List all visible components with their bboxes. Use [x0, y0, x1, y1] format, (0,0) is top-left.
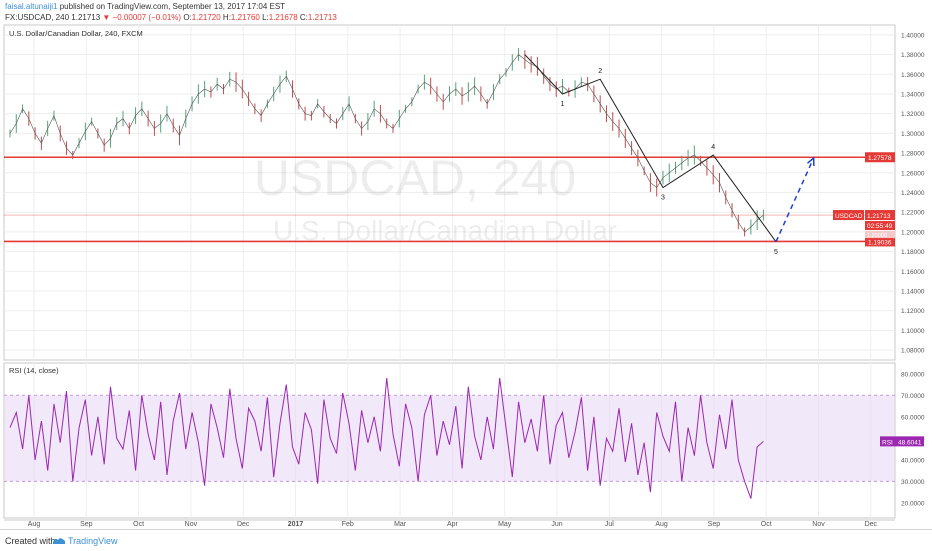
y-tick-label: 1.36000: [901, 72, 925, 79]
wave-label-2: 2: [598, 68, 602, 75]
tradingview-brand[interactable]: TradingView: [68, 536, 118, 546]
created-with-text: Created with: [5, 536, 56, 546]
level-price-label: 1.19036: [868, 239, 892, 246]
x-tick-label: Oct: [133, 521, 144, 528]
header-line-2: FX:USDCAD, 240 1.21713 ▼ −0.00007 (−0.01…: [5, 13, 337, 22]
wave-label-4: 4: [711, 144, 715, 151]
watermark-symbol: USDCAD, 240: [254, 150, 576, 206]
rsi-band: [4, 395, 895, 482]
tradingview-logo-icon: [53, 538, 65, 544]
rsi-y-tick-label: 20.0000: [901, 500, 925, 507]
rsi-y-tick-label: 80.0000: [901, 371, 925, 378]
rsi-tag-value: 48.6041: [898, 439, 922, 446]
y-tick-label: 1.28000: [901, 151, 925, 158]
chart-canvas[interactable]: Aug Sep Oct Nov Dec 2017 Feb Mar Apr May Jun Jul Aug…: [0, 0, 932, 529]
high-value: 1.21760: [230, 13, 260, 22]
x-tick-label: Dec: [865, 521, 878, 528]
level-price-tag: [865, 236, 895, 247]
price-marker-tag: [865, 210, 895, 221]
x-tick-label: Apr: [447, 521, 459, 528]
projection-arrowhead: [807, 156, 815, 167]
x-tick-label: Aug: [655, 521, 668, 528]
y-tick-label: 1.20000: [901, 229, 925, 236]
hidden-level-tag: [865, 231, 895, 239]
rsi-series: [9, 378, 764, 499]
x-tick-label: Jul: [605, 521, 614, 528]
y-tick-label: 1.14000: [901, 289, 925, 296]
x-tick-label: Dec: [237, 521, 250, 528]
x-tick-label: 2017: [288, 521, 304, 528]
high-label: H:: [222, 13, 231, 22]
x-tick-label: Nov: [812, 521, 825, 528]
symbol-tag: [833, 210, 864, 221]
y-tick-label: 1.30000: [901, 131, 925, 138]
y-tick-label: 1.16000: [901, 269, 925, 276]
price-marker-value: 1.21713: [867, 213, 891, 220]
price-series: [9, 54, 764, 233]
y-tick-label: 1.38000: [901, 52, 925, 59]
close-value: 1.21713: [307, 13, 337, 22]
x-tick-label: May: [498, 521, 512, 528]
close-label: C:: [299, 13, 308, 22]
x-tick-label: Aug: [28, 521, 41, 528]
open-label: O:: [183, 13, 192, 22]
x-tick-label: Jun: [551, 521, 562, 528]
x-tick-label: Mar: [394, 521, 407, 528]
elliott-wave-path: [524, 54, 777, 243]
timer-tag: [865, 221, 895, 231]
header-line-1: faisal.altunaiji1 published on TradingVi…: [5, 2, 285, 11]
symbol-tag-label: USDCAD: [835, 213, 863, 220]
level-price-tag: [865, 152, 895, 163]
x-tick-label: Oct: [761, 521, 772, 528]
open-value: 1.21720: [191, 13, 221, 22]
rsi-pane-title: RSI (14, close): [9, 366, 59, 375]
hidden-level-label: 1.20000: [867, 233, 887, 239]
x-tick-label: Feb: [342, 521, 354, 528]
y-tick-label: 1.18000: [901, 249, 925, 256]
wave-label-1: 1: [561, 101, 565, 108]
low-label: L:: [262, 13, 269, 22]
y-tick-label: 1.34000: [901, 91, 925, 98]
level-price-label: 1.27578: [868, 155, 892, 162]
y-tick-label: 1.24000: [901, 190, 925, 197]
rsi-tag-label: RSI: [882, 439, 893, 446]
rsi-y-tick-label: 30.0000: [901, 479, 925, 486]
x-tick-label: Sep: [708, 521, 721, 528]
rsi-value-tag: [880, 436, 924, 447]
y-tick-label: 1.26000: [901, 170, 925, 177]
wave-label-3: 3: [661, 195, 665, 202]
price-change: −0.00007 (−0.01%): [112, 13, 182, 22]
x-tick-label: Sep: [80, 521, 93, 528]
footer: Created with TradingView: [0, 529, 932, 551]
price-pane-title: U.S. Dollar/Canadian Dollar, 240, FXCM: [9, 29, 143, 38]
y-tick-label: 1.12000: [901, 308, 925, 315]
rsi-y-tick-label: 70.0000: [901, 393, 925, 400]
countdown-timer: 02:55:49: [867, 223, 893, 230]
down-arrow-icon: ▼: [102, 13, 111, 22]
y-tick-label: 1.22000: [901, 210, 925, 217]
x-tick-label: Nov: [185, 521, 198, 528]
projection-arrow-line: [775, 157, 815, 243]
y-tick-label: 1.32000: [901, 111, 925, 118]
low-value: 1.21678: [268, 13, 298, 22]
author-link[interactable]: faisal.altunaiji1: [5, 2, 58, 11]
rsi-y-tick-label: 60.0000: [901, 414, 925, 421]
rsi-y-tick-label: 40.0000: [901, 457, 925, 464]
y-tick-label: 1.10000: [901, 328, 925, 335]
last-price: 1.21713: [71, 13, 101, 22]
symbol-label: FX:USDCAD, 240: [5, 13, 70, 22]
published-text: published on TradingView.com, September …: [59, 2, 286, 11]
wave-label-5: 5: [774, 249, 778, 256]
y-tick-label: 1.40000: [901, 32, 925, 39]
y-tick-label: 1.08000: [901, 348, 925, 355]
